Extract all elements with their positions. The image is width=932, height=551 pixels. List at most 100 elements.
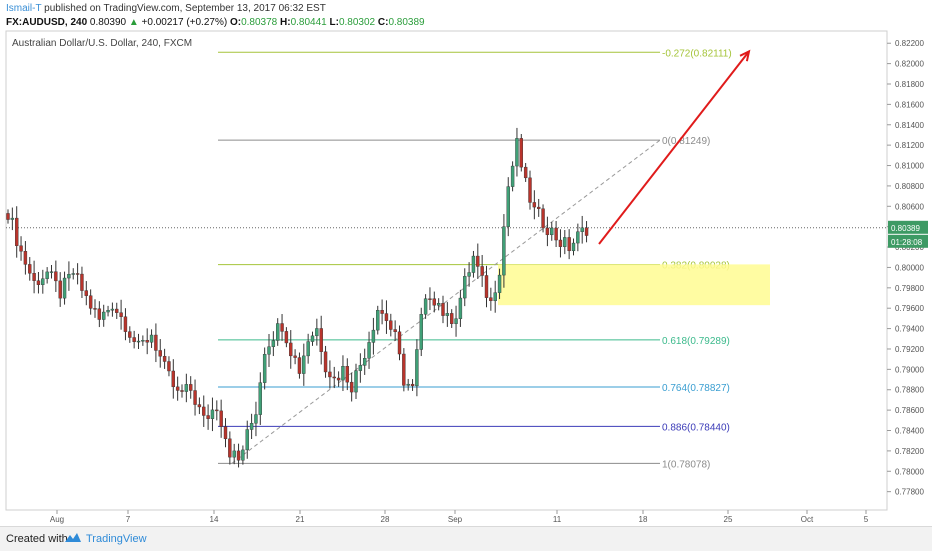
candle-body xyxy=(75,273,80,275)
candle-body xyxy=(458,297,463,319)
candle-body xyxy=(367,342,371,359)
y-tick-label: 0.82000 xyxy=(895,60,924,69)
candle-body xyxy=(341,366,345,381)
candle-body xyxy=(571,242,576,252)
candle-body xyxy=(336,377,341,381)
price-chart[interactable]: Australian Dollar/U.S. Dollar, 240, FXCM… xyxy=(0,0,932,526)
candle-body xyxy=(276,323,280,341)
candle-body xyxy=(441,303,445,316)
tradingview-logo-icon[interactable] xyxy=(64,531,82,545)
price-tag-box xyxy=(888,220,928,234)
y-tick-label: 0.82200 xyxy=(895,39,924,48)
candle-body xyxy=(541,208,545,229)
candle-body xyxy=(158,350,162,357)
y-tick-label: 0.79400 xyxy=(895,325,924,334)
y-tick-label: 0.77800 xyxy=(895,488,924,497)
candle-body xyxy=(415,349,419,387)
candle-body xyxy=(49,271,54,273)
symbol-label: FX:AUDUSD, 240 xyxy=(6,17,88,28)
candle-body xyxy=(101,311,106,320)
candle-body xyxy=(154,334,158,351)
candle-body xyxy=(345,366,349,383)
x-tick-label: 5 xyxy=(864,515,869,524)
candle-body xyxy=(28,264,32,274)
candle-body xyxy=(371,329,376,343)
x-tick-label: 14 xyxy=(210,515,219,524)
candle-body xyxy=(36,280,41,285)
candle-body xyxy=(71,273,75,275)
candle-body xyxy=(467,272,471,277)
candle-body xyxy=(436,303,441,306)
y-tick-label: 0.78000 xyxy=(895,467,924,476)
candle-body xyxy=(54,271,58,282)
timer-tag-box xyxy=(888,234,928,248)
y-tick-label: 0.81200 xyxy=(895,141,924,150)
candle-body xyxy=(175,386,180,391)
candle-body xyxy=(267,346,271,355)
x-tick-label: Sep xyxy=(448,515,463,524)
candle-body xyxy=(445,313,450,316)
candle-body xyxy=(41,278,45,285)
candle-body xyxy=(454,318,458,324)
candle-body xyxy=(245,429,249,451)
candle-body xyxy=(537,206,541,209)
fib-level-label: 0.764(0.78827) xyxy=(662,383,730,394)
candle-body xyxy=(480,266,484,276)
candle-body xyxy=(167,361,171,372)
publication-header: Ismail-T published on TradingView.com, S… xyxy=(6,2,326,15)
candle-body xyxy=(328,371,332,378)
candle-body xyxy=(554,227,558,241)
low-label: L: xyxy=(329,17,339,28)
y-tick-label: 0.79200 xyxy=(895,345,924,354)
candle-body xyxy=(319,328,323,352)
candle-body xyxy=(136,340,141,343)
candle-body xyxy=(293,355,297,358)
projection-arrow-line xyxy=(598,50,750,245)
candle-body xyxy=(215,409,219,412)
candle-body xyxy=(323,351,328,373)
fib-level-label: 0.618(0.79289) xyxy=(662,336,730,347)
candle-body xyxy=(393,329,397,333)
candle-body xyxy=(315,328,319,337)
candle-body xyxy=(80,273,84,291)
candle-body xyxy=(376,310,380,331)
candle-body xyxy=(184,384,189,392)
tradingview-brand-link[interactable]: TradingView xyxy=(86,533,147,545)
open-value: 0.80378 xyxy=(241,17,278,28)
candle-body xyxy=(419,314,423,350)
candle-body xyxy=(62,277,67,299)
candle-body xyxy=(141,340,145,342)
close-value: 0.80389 xyxy=(388,17,425,28)
candle-body xyxy=(550,227,554,236)
last-price: 0.80390 xyxy=(89,17,127,28)
candle-body xyxy=(58,280,62,299)
candle-body xyxy=(410,383,415,387)
candle-body xyxy=(532,202,537,208)
candle-body xyxy=(384,313,389,321)
candle-body xyxy=(432,298,436,306)
candle-body xyxy=(97,308,102,320)
candle-body xyxy=(119,312,123,317)
candle-body xyxy=(310,335,315,342)
candle-body xyxy=(162,356,167,362)
candle-body xyxy=(106,310,110,313)
candle-body xyxy=(545,227,550,236)
y-tick-label: 0.80600 xyxy=(895,202,924,211)
low-value: 0.80302 xyxy=(338,17,376,28)
candle-body xyxy=(476,255,480,267)
candle-body xyxy=(45,271,49,279)
candle-body xyxy=(206,415,210,419)
candle-body xyxy=(463,276,467,299)
candle-body xyxy=(515,138,519,167)
author-link[interactable]: Ismail-T xyxy=(6,3,42,14)
ohlc-legend: FX:AUDUSD, 240 0.80390 ▲ +0.00217 (+0.27… xyxy=(6,16,425,29)
candle-body xyxy=(493,292,497,302)
x-tick-label: 7 xyxy=(126,515,131,524)
candle-body xyxy=(132,337,136,342)
candle-body xyxy=(289,342,293,357)
candle-body xyxy=(236,450,241,461)
candle-body xyxy=(471,255,476,273)
candle-body xyxy=(528,177,532,203)
y-tick-label: 0.81600 xyxy=(895,100,924,109)
candle-body xyxy=(354,370,358,393)
